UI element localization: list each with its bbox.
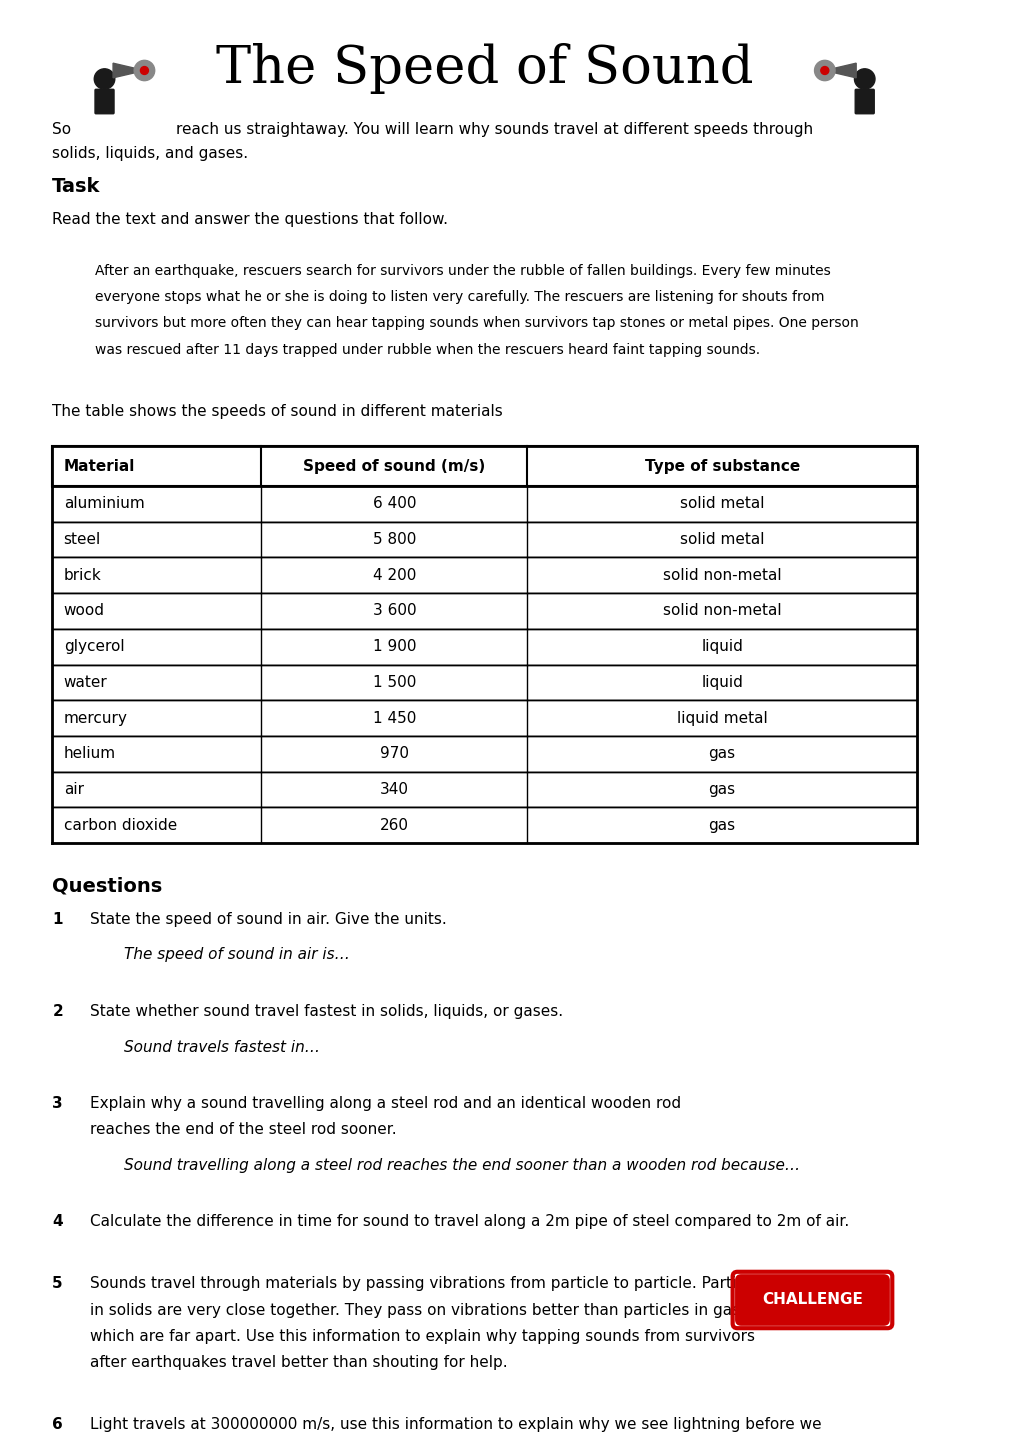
Text: was rescued after 11 days trapped under rubble when the rescuers heard faint tap: was rescued after 11 days trapped under … — [95, 342, 759, 356]
Text: solids, liquids, and gases.: solids, liquids, and gases. — [52, 146, 249, 160]
Text: 1: 1 — [52, 912, 63, 926]
Circle shape — [820, 66, 828, 75]
Circle shape — [814, 61, 835, 81]
Text: 6 400: 6 400 — [372, 496, 416, 511]
Text: mercury: mercury — [63, 710, 127, 726]
Text: reach us straightaway. You will learn why sounds travel at different speeds thro: reach us straightaway. You will learn wh… — [175, 123, 812, 137]
Circle shape — [854, 69, 874, 89]
Text: 1 500: 1 500 — [372, 675, 416, 690]
FancyBboxPatch shape — [52, 629, 916, 665]
Text: Light travels at 300000000 m/s, use this information to explain why we see light: Light travels at 300000000 m/s, use this… — [91, 1417, 821, 1433]
Text: 5: 5 — [52, 1277, 63, 1291]
Text: aluminium: aluminium — [63, 496, 145, 511]
Polygon shape — [113, 63, 145, 78]
FancyBboxPatch shape — [52, 808, 916, 843]
Text: CHALLENGE: CHALLENGE — [761, 1293, 862, 1307]
Text: in solids are very close together. They pass on vibrations better than particles: in solids are very close together. They … — [91, 1303, 762, 1317]
Text: Questions: Questions — [52, 876, 162, 895]
Text: 970: 970 — [379, 746, 409, 762]
Text: glycerol: glycerol — [63, 639, 124, 654]
Text: Calculate the difference in time for sound to travel along a 2m pipe of steel co: Calculate the difference in time for sou… — [91, 1215, 849, 1229]
FancyBboxPatch shape — [52, 665, 916, 700]
Text: solid non-metal: solid non-metal — [662, 567, 781, 583]
Text: 1 900: 1 900 — [372, 639, 416, 654]
FancyBboxPatch shape — [52, 557, 916, 593]
FancyBboxPatch shape — [52, 446, 916, 486]
Text: 3 600: 3 600 — [372, 603, 416, 619]
Circle shape — [141, 66, 149, 75]
FancyBboxPatch shape — [736, 1276, 888, 1325]
Text: Explain why a sound travelling along a steel rod and an identical wooden rod: Explain why a sound travelling along a s… — [91, 1097, 681, 1111]
Text: 5 800: 5 800 — [372, 532, 416, 547]
Text: liquid: liquid — [700, 675, 743, 690]
Text: The table shows the speeds of sound in different materials: The table shows the speeds of sound in d… — [52, 404, 502, 420]
Text: liquid: liquid — [700, 639, 743, 654]
Text: gas: gas — [708, 782, 735, 797]
FancyBboxPatch shape — [52, 522, 916, 557]
Text: which are far apart. Use this information to explain why tapping sounds from sur: which are far apart. Use this informatio… — [91, 1329, 754, 1343]
Text: Speed of sound (m/s): Speed of sound (m/s) — [303, 459, 485, 473]
Text: liquid metal: liquid metal — [677, 710, 767, 726]
Circle shape — [94, 69, 115, 89]
Text: carbon dioxide: carbon dioxide — [63, 818, 176, 833]
Text: water: water — [63, 675, 107, 690]
Text: Type of substance: Type of substance — [644, 459, 799, 473]
Circle shape — [135, 61, 155, 81]
FancyBboxPatch shape — [52, 486, 916, 522]
Text: solid metal: solid metal — [680, 496, 763, 511]
Text: gas: gas — [708, 818, 735, 833]
FancyBboxPatch shape — [854, 89, 873, 114]
Text: reaches the end of the steel rod sooner.: reaches the end of the steel rod sooner. — [91, 1123, 396, 1137]
Text: So: So — [52, 123, 71, 137]
FancyBboxPatch shape — [52, 772, 916, 808]
Text: gas: gas — [708, 746, 735, 762]
Text: after earthquakes travel better than shouting for help.: after earthquakes travel better than sho… — [91, 1355, 507, 1371]
Text: survivors but more often they can hear tapping sounds when survivors tap stones : survivors but more often they can hear t… — [95, 316, 858, 330]
Text: Sound travelling along a steel rod reaches the end sooner than a wooden rod beca: Sound travelling along a steel rod reach… — [123, 1159, 799, 1173]
Text: 1 450: 1 450 — [372, 710, 416, 726]
Text: 3: 3 — [52, 1097, 63, 1111]
FancyBboxPatch shape — [52, 593, 916, 629]
Text: solid non-metal: solid non-metal — [662, 603, 781, 619]
Text: The Speed of Sound: The Speed of Sound — [216, 43, 753, 94]
Text: brick: brick — [63, 567, 101, 583]
Text: Task: Task — [52, 176, 101, 196]
Text: 6: 6 — [52, 1417, 63, 1433]
FancyBboxPatch shape — [52, 700, 916, 736]
Text: steel: steel — [63, 532, 101, 547]
Text: The speed of sound in air is…: The speed of sound in air is… — [123, 948, 350, 962]
Text: 2: 2 — [52, 1004, 63, 1019]
FancyBboxPatch shape — [95, 89, 114, 114]
Text: Material: Material — [63, 459, 135, 473]
Text: helium: helium — [63, 746, 116, 762]
Text: Sound travels fastest in…: Sound travels fastest in… — [123, 1039, 319, 1055]
Polygon shape — [824, 63, 855, 78]
Text: 260: 260 — [379, 818, 409, 833]
Text: After an earthquake, rescuers search for survivors under the rubble of fallen bu: After an earthquake, rescuers search for… — [95, 264, 829, 277]
Text: State whether sound travel fastest in solids, liquids, or gases.: State whether sound travel fastest in so… — [91, 1004, 562, 1019]
Text: Sounds travel through materials by passing vibrations from particle to particle.: Sounds travel through materials by passi… — [91, 1277, 766, 1291]
Text: everyone stops what he or she is doing to listen very carefully. The rescuers ar: everyone stops what he or she is doing t… — [95, 290, 823, 304]
Text: 4 200: 4 200 — [372, 567, 416, 583]
Text: air: air — [63, 782, 84, 797]
Text: solid metal: solid metal — [680, 532, 763, 547]
Text: 340: 340 — [379, 782, 409, 797]
Text: Read the text and answer the questions that follow.: Read the text and answer the questions t… — [52, 212, 447, 227]
Text: 4: 4 — [52, 1215, 63, 1229]
Text: wood: wood — [63, 603, 105, 619]
FancyBboxPatch shape — [52, 736, 916, 772]
Text: State the speed of sound in air. Give the units.: State the speed of sound in air. Give th… — [91, 912, 446, 926]
